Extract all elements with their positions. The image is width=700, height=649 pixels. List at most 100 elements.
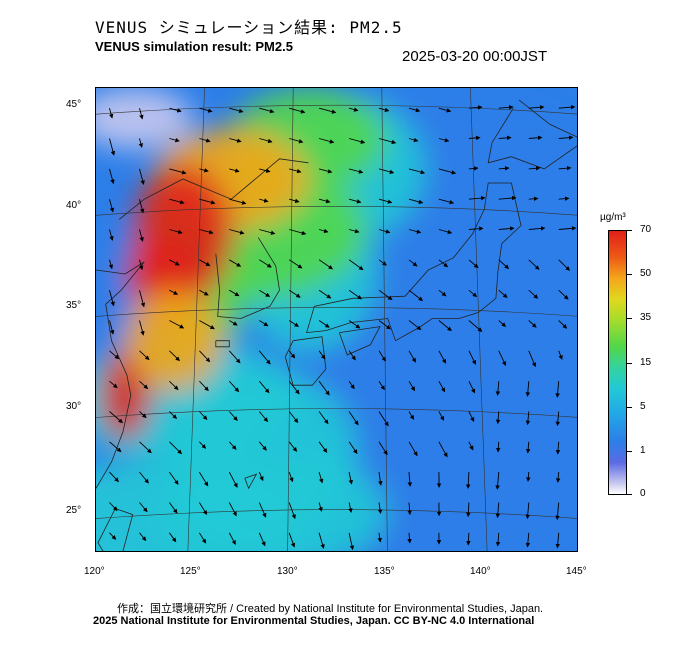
wind-arrow <box>468 441 474 451</box>
wind-arrow <box>498 289 508 298</box>
wind-arrow <box>229 198 247 205</box>
wind-arrow <box>138 138 144 148</box>
wind-arrow <box>348 138 366 144</box>
wind-arrow <box>438 350 447 364</box>
wind-arrow <box>199 441 207 449</box>
wind-arrow <box>199 471 209 487</box>
colorbar-tick-70: 70 <box>640 224 652 235</box>
wind-arrow <box>348 380 355 390</box>
wind-arrow <box>526 472 531 482</box>
wind-arrow <box>555 502 560 521</box>
wind-arrow <box>318 168 333 174</box>
wind-arrow <box>199 532 207 544</box>
wind-arrow <box>348 198 362 204</box>
wind-arrow <box>169 380 179 391</box>
wind-arrow <box>555 532 560 549</box>
wind-arrow <box>288 380 300 395</box>
wind-arrow <box>528 196 539 201</box>
wind-arrow <box>528 289 539 299</box>
wind-arrow <box>528 350 537 368</box>
wind-arrow <box>468 411 475 422</box>
wind-arrow <box>498 135 512 141</box>
wind-arrow <box>438 289 447 297</box>
wind-arrow <box>378 138 397 145</box>
wind-arrow <box>318 532 325 549</box>
wind-arrow <box>288 471 294 483</box>
colorbar-tick-5: 5 <box>640 401 646 412</box>
wind-arrow <box>169 229 183 235</box>
wind-arrow <box>528 320 537 328</box>
wind-arrow <box>498 105 514 110</box>
wind-arrow <box>495 381 501 396</box>
wind-arrow <box>468 259 479 269</box>
wind-arrow <box>199 229 214 235</box>
wind-arrow <box>139 199 145 214</box>
wind-arrow <box>199 289 209 296</box>
wind-arrow <box>348 411 359 426</box>
wind-arrow <box>228 502 237 517</box>
wind-arrow <box>139 108 144 120</box>
wind-arrow <box>169 289 179 295</box>
wind-arrow <box>468 350 477 365</box>
wind-arrow <box>259 107 275 114</box>
wind-arrow <box>169 320 185 329</box>
wind-arrow <box>378 380 385 391</box>
wind-arrow <box>525 441 531 454</box>
colorbar-tick-15: 15 <box>640 357 652 368</box>
wind-arrow <box>229 320 238 326</box>
wind-arrow <box>258 380 270 394</box>
wind-arrow <box>498 166 510 171</box>
wind-arrow <box>318 441 328 453</box>
wind-arrow <box>318 138 335 144</box>
wind-arrow <box>558 289 569 300</box>
wind-arrow <box>348 502 353 513</box>
wind-arrow <box>228 411 238 421</box>
wind-arrow <box>109 320 115 335</box>
wind-arrow <box>555 472 561 483</box>
wind-arrow <box>109 380 118 389</box>
wind-arrow <box>288 259 303 269</box>
wind-arrow <box>498 350 507 366</box>
coastlines <box>96 99 577 551</box>
lat-label-30: 30° <box>66 401 82 412</box>
wind-arrow <box>229 229 245 235</box>
wind-arrow <box>288 350 296 359</box>
wind-arrow <box>139 320 145 336</box>
wind-arrow <box>468 105 483 110</box>
wind-arrow <box>229 259 242 267</box>
wind-arrow <box>109 441 122 453</box>
wind-arrow <box>259 168 271 173</box>
wind-arrow <box>408 380 415 392</box>
wind-arrow <box>468 320 483 332</box>
lat-label-45: 45° <box>66 99 82 110</box>
forecast-datetime: 2025-03-20 00:00JST <box>402 48 548 65</box>
wind-arrow <box>495 532 501 547</box>
wind-arrow <box>169 107 182 113</box>
wind-arrow <box>289 198 300 204</box>
wind-arrow <box>259 198 269 203</box>
wind-arrow <box>288 411 299 424</box>
wind-arrow <box>109 471 119 483</box>
wind-arrow <box>348 168 364 174</box>
wind-arrow <box>348 259 364 271</box>
wind-arrow <box>139 441 152 454</box>
wind-arrow <box>378 198 393 204</box>
lat-label-35: 35° <box>66 300 82 311</box>
wind-arrow <box>348 532 355 551</box>
colorbar-tick-50: 50 <box>640 268 652 279</box>
wind-arrow <box>138 259 144 271</box>
colorbar <box>608 230 627 495</box>
lon-label-120: 120° <box>84 566 105 577</box>
wind-arrow <box>378 472 383 486</box>
wind-arrow <box>348 107 359 112</box>
wind-arrow <box>438 441 448 458</box>
wind-arrow <box>498 320 507 328</box>
wind-arrow <box>378 107 390 113</box>
wind-arrow <box>169 411 178 420</box>
wind-arrow <box>348 289 362 300</box>
wind-arrow <box>318 259 334 270</box>
wind-arrow <box>408 198 424 205</box>
wind-arrow <box>558 259 571 271</box>
wind-arrow <box>468 195 486 201</box>
wind-arrow <box>438 229 453 235</box>
